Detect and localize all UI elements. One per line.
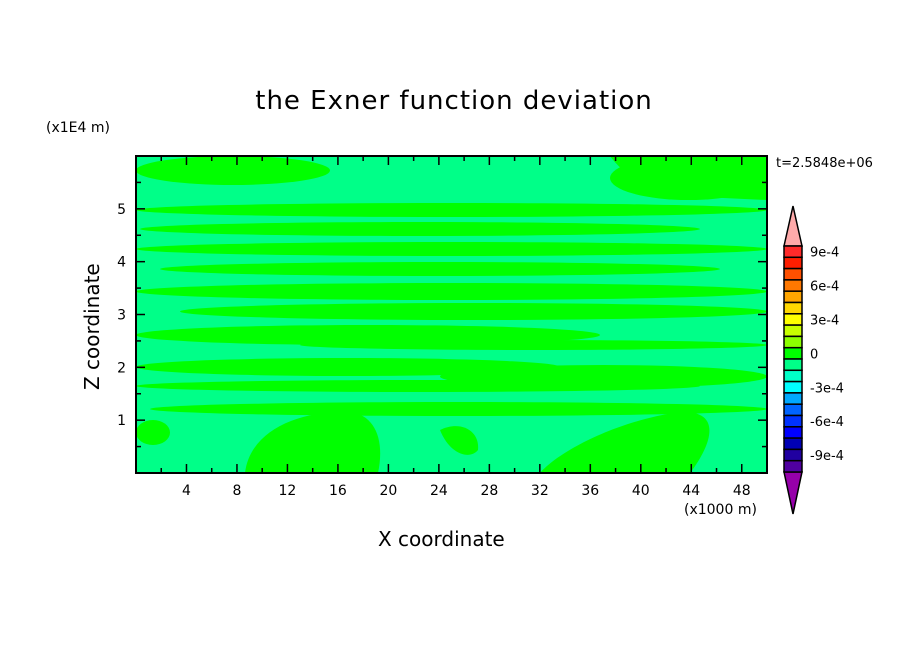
x-tick-label: 8 xyxy=(232,483,241,499)
contour-region-positive xyxy=(136,325,600,345)
y-unit-label: (x1E4 m) xyxy=(46,120,110,136)
x-tick-label: 4 xyxy=(182,483,191,499)
x-tick-label: 40 xyxy=(632,483,650,499)
colorbar-under-triangle xyxy=(783,471,803,515)
contour-region-positive xyxy=(245,411,381,473)
x-tick-label: 28 xyxy=(480,483,498,499)
time-label: t=2.5848e+06 xyxy=(776,156,873,171)
colorbar-swatch xyxy=(783,313,803,326)
y-tick-label: 2 xyxy=(117,360,126,376)
colorbar-swatch xyxy=(783,324,803,338)
colorbar-swatch xyxy=(783,279,803,292)
colorbar-tick-label: 3e-4 xyxy=(810,313,839,328)
contour-region-positive xyxy=(136,203,767,217)
contour-region-positive xyxy=(136,420,170,445)
colorbar-swatch xyxy=(783,380,803,394)
colorbar-swatch xyxy=(783,392,803,405)
contour-region-positive xyxy=(136,358,560,376)
x-tick-label: 48 xyxy=(733,483,751,499)
colorbar-swatch xyxy=(783,459,803,473)
colorbar-swatch xyxy=(783,448,803,462)
contour-region-positive xyxy=(540,411,710,473)
contour-fill xyxy=(136,156,767,473)
colorbar-tick-label: 0 xyxy=(810,347,818,362)
x-tick-label: 32 xyxy=(531,483,549,499)
y-tick-label: 3 xyxy=(117,308,126,324)
contour-region-positive xyxy=(136,242,767,256)
y-tick-label: 5 xyxy=(117,202,126,218)
contour-region-positive xyxy=(140,222,700,236)
colorbar-tick-label: -9e-4 xyxy=(810,449,844,464)
x-tick-label: 24 xyxy=(430,483,448,499)
contour-region-positive xyxy=(150,402,767,416)
x-unit-label: (x1000 m) xyxy=(684,502,757,518)
colorbar-swatch xyxy=(783,256,803,270)
contour-region-positive xyxy=(136,380,700,392)
colorbar-swatch xyxy=(783,358,803,372)
contour-region-positive xyxy=(610,156,767,200)
colorbar-tick-label: 6e-4 xyxy=(810,280,839,295)
contour-region-positive xyxy=(136,283,767,300)
colorbar-tick-label: -6e-4 xyxy=(810,415,844,430)
contour-region-positive xyxy=(160,262,720,276)
colorbar-swatch xyxy=(783,301,803,315)
colorbar-swatch xyxy=(783,290,803,304)
colorbar-swatch xyxy=(783,369,803,383)
y-tick-label: 4 xyxy=(117,255,126,271)
x-tick-label: 16 xyxy=(329,483,347,499)
x-tick-label: 20 xyxy=(379,483,397,499)
contour-region-positive xyxy=(180,303,767,320)
colorbar-tick-label: 9e-4 xyxy=(810,246,839,261)
contour-region-positive xyxy=(136,156,330,185)
x-tick-label: 12 xyxy=(279,483,297,499)
chart-title: the Exner function deviation xyxy=(255,86,653,116)
colorbar-swatch xyxy=(783,335,803,349)
colorbar-swatch xyxy=(783,267,803,281)
x-tick-label: 44 xyxy=(682,483,700,499)
x-axis-label: X coordinate xyxy=(378,527,505,551)
x-tick-label: 36 xyxy=(581,483,599,499)
contour-region-positive xyxy=(300,340,767,350)
contour-region-positive xyxy=(440,426,479,455)
colorbar-over-triangle xyxy=(783,205,803,247)
colorbar-swatch xyxy=(783,403,803,417)
colorbar-tick-label: -3e-4 xyxy=(810,381,844,396)
colorbar-swatch xyxy=(783,346,803,360)
colorbar-swatch xyxy=(783,414,803,428)
colorbar-swatch xyxy=(783,437,803,451)
colorbar-swatch xyxy=(783,426,803,439)
y-tick-label: 1 xyxy=(117,413,126,429)
colorbar-swatch xyxy=(783,245,803,259)
